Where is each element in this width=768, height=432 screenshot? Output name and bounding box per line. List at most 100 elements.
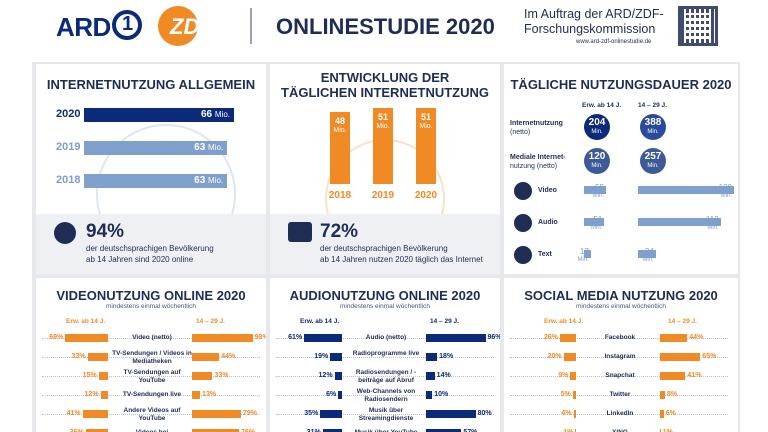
row-label: Radioprogramme live (352, 350, 420, 357)
row-label: Radiosendungen / -beiträge auf Abruf (355, 369, 417, 384)
bar-young (192, 372, 213, 380)
row-guide (276, 357, 494, 358)
bar-young (192, 353, 220, 361)
online-desc-line-2: ab 14 Jahren sind 2020 online (86, 255, 194, 264)
value-adult: 35% (304, 410, 319, 417)
year-label: 2018 (56, 174, 81, 186)
value-unit: Min. (577, 257, 589, 263)
bar-young (660, 372, 686, 380)
row-label: Web-Channels von Radiosendern (356, 388, 416, 403)
daily-percentage: 72% (320, 221, 359, 242)
panel-daily-development: ENTWICKLUNG DER TÄGLICHEN INTERNETNUTZUN… (270, 64, 500, 274)
bar-young (426, 410, 476, 418)
value-young: 13% (202, 391, 217, 398)
row-label: TV-Sendungen live (122, 391, 182, 398)
col-head-young: 14 – 29 J. (196, 318, 225, 325)
row-guide (42, 414, 260, 415)
bar: 48 Mio. (330, 112, 350, 184)
value-adult: 33% (71, 353, 86, 360)
value-unit: Min. (591, 225, 603, 231)
value-adult: 31% (303, 429, 321, 432)
row-label: TV-Sendungen auf YouTube (123, 369, 181, 384)
bar-young (426, 353, 438, 361)
bar-young (192, 429, 240, 432)
header-divider (250, 8, 252, 44)
bar-young (660, 391, 665, 399)
bar-unit: Mio. (208, 143, 224, 152)
year-label: 2019 (56, 141, 81, 153)
bar-adult (330, 353, 342, 361)
bar-unit: Mio. (333, 127, 347, 135)
value-young: 24 Min. (626, 248, 654, 264)
bar-young (426, 429, 462, 432)
value-adult: 36% (66, 429, 84, 432)
website-url[interactable]: www.ard-zdf-onlinestudie.de (576, 39, 652, 45)
bar-value: 51 Mio. (373, 112, 393, 132)
row-label: XING (578, 429, 662, 432)
value-adult: 12% (84, 391, 99, 398)
col-head-adult: Erw. ab 14 J. (66, 318, 106, 325)
duration-unit: Min. (591, 129, 603, 135)
duration-value: 120 (588, 151, 606, 162)
page-title: ONLINESTUDIE 2020 (276, 14, 495, 39)
bar-adult (575, 429, 576, 432)
row-label: Musik über YouTube (344, 429, 428, 432)
value-unit: Min. (642, 257, 654, 263)
panel-subtitle: mindestens einmal wöchentlich (106, 303, 196, 310)
panel-internet-general: INTERNETNUTZUNG ALLGEMEIN 2020 66 Mio. 201… (36, 64, 266, 274)
row-label: Andere Videos auf YouTube (123, 407, 181, 422)
value-young: 33% (214, 372, 229, 379)
value-young: 65% (702, 353, 717, 360)
duration-unit: Min. (591, 163, 603, 169)
bar-young (660, 429, 661, 432)
panel-subtitle: mindestens einmal wöchentlich (576, 303, 666, 310)
col-head-adult: Erw. ab 14 J. (544, 318, 584, 325)
video-icon (514, 182, 532, 200)
bar-adult (320, 410, 342, 418)
bar-adult (85, 429, 108, 432)
commission-text: Im Auftrag der ARD/ZDF-Forschungskommiss… (524, 7, 664, 36)
bar: 51 Mio. (416, 108, 436, 184)
bar: 63 Mio. (84, 141, 228, 155)
panel-title: VIDEONUTZUNG ONLINE 2020 (56, 288, 246, 303)
year-label: 2018 (328, 190, 352, 201)
bar-young (660, 353, 701, 361)
bar-value: 63 Mio. (194, 142, 224, 153)
panel-audio-usage: AUDIONUTZUNG ONLINE 2020 mindestens einm… (270, 278, 500, 432)
circle-row-sublabel: nutzung (netto) (510, 163, 558, 170)
bar-adult (338, 391, 342, 399)
panel-title: SOCIAL MEDIA NUTZUNG 2020 (524, 288, 718, 303)
duration-unit: Min. (647, 163, 659, 169)
bar-young (192, 391, 201, 399)
col-head-young: 14 – 29 J. (668, 318, 697, 325)
value-young: 80% (477, 410, 492, 417)
panel-title-line-1: ENTWICKLUNG DER (320, 70, 450, 85)
daily-desc-line-1: der deutschsprachigen Bevölkerung (320, 244, 448, 253)
qr-code-icon[interactable] (678, 6, 718, 46)
bar-adult (322, 429, 342, 432)
bar-young (426, 391, 433, 399)
headphones-icon (514, 214, 532, 232)
bar-value: 66 Mio. (200, 109, 230, 120)
bar-unit: Mio. (208, 176, 224, 185)
panel-video-usage: VIDEONUTZUNG ONLINE 2020 mindestens einm… (36, 278, 266, 432)
value-adult: 20% (547, 353, 562, 360)
bar-unit: Mio. (214, 110, 230, 119)
bar-adult (570, 372, 576, 380)
bar-value: 51 Mio. (416, 112, 436, 132)
zdf-logo: ZDF (158, 6, 224, 46)
bar-young (192, 410, 241, 418)
panel-daily-duration: TÄGLICHE NUTZUNGSDAUER 2020 Erw. ab 14 J… (504, 64, 738, 274)
duration-circle-young: 388 Min. (640, 114, 666, 140)
value-adult: 15% (82, 372, 97, 379)
value-adult: 6% (326, 391, 337, 398)
row-guide (42, 376, 260, 377)
value-adult: 55 Min. (576, 184, 604, 200)
value-adult: 17 Min. (561, 248, 589, 264)
bar-adult (304, 334, 342, 342)
value-young: 98% (254, 334, 266, 341)
online-percentage: 94% (86, 221, 125, 242)
duration-circle-young: 257 Min. (640, 148, 666, 174)
ard-one-logo: 1 (112, 10, 142, 40)
people-globe-icon (54, 222, 76, 244)
